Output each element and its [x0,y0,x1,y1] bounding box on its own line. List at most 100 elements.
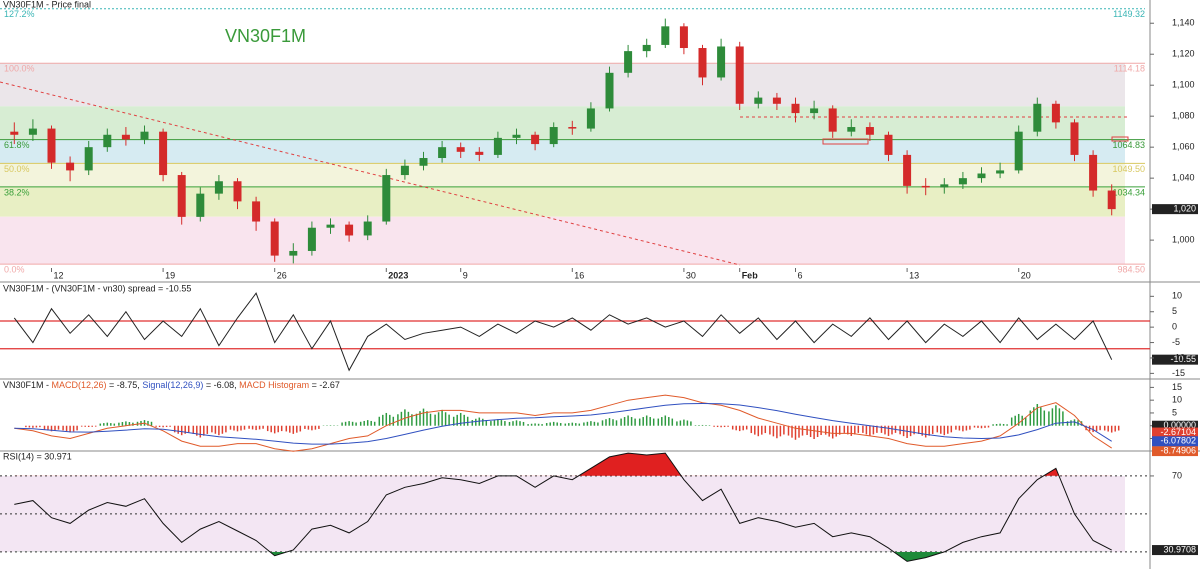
title-part: VN30F1M - [3,380,52,390]
candle-body [717,46,726,78]
histogram-last-label: -2.67104 [1160,427,1196,437]
highlight-box [822,138,869,145]
y-tick-label: 1,140 [1172,18,1195,28]
candle-body [419,158,428,166]
fib-level-label: 50.0% [4,164,30,174]
x-tick-label: 30 [686,270,696,280]
last-value-label-box [1152,354,1198,365]
candle-body [1014,131,1023,171]
candle-body [549,127,558,145]
candle-body [679,26,688,49]
candle-body [903,154,912,186]
y-tick-label: 0 [1172,322,1177,332]
candle-body [456,147,465,152]
zero-label-box [1152,420,1198,431]
candle-body [196,193,205,217]
title-part: MACD(12,26) [52,380,107,390]
last-price-label: 1,020 [1173,204,1196,214]
last-price-label-box [1152,204,1198,215]
series-line [14,452,1112,562]
last-value-label: 30.9708 [1163,544,1196,554]
background-layer [0,8,1145,266]
candle-body [1089,154,1098,191]
last-value-label-box [1152,545,1198,556]
candle-body [140,131,149,140]
y-tick-label: 1,100 [1172,80,1195,90]
x-tick-label: 6 [798,270,803,280]
highlight-box [1111,136,1129,142]
candle-body [605,72,614,109]
y-tick-label: 1,120 [1172,49,1195,59]
candle-body [512,134,521,138]
y-tick-label: 1,080 [1172,111,1195,121]
candle-body [586,108,595,129]
candle-body [1033,103,1042,132]
candle-body [177,175,186,217]
panel-title: VN30F1M - (VN30F1M - vn30) spread = -10.… [3,283,191,293]
candle-body [28,128,37,135]
y-tick-label: -15 [1172,368,1185,378]
fib-band [0,139,1125,164]
fib-value-label: 984.50 [1117,265,1145,275]
title-part: = -2.67 [309,380,340,390]
x-tick-label: 16 [574,270,584,280]
fib-band [0,186,1125,217]
y-tick-label: -5 [1172,337,1180,347]
candle-body [47,128,56,163]
overbought-fill [497,453,1060,476]
y-tick-label: 1,040 [1172,173,1195,183]
candle-body [10,131,19,135]
x-tick-label: Feb [742,270,759,280]
candle-body [791,103,800,114]
y-tick-label: 5 [1172,306,1177,316]
series-last-label-box [1152,436,1198,447]
series-line [14,394,1112,452]
candle-body [475,151,484,155]
fib-value-label: 1034.34 [1112,187,1145,197]
title-part: = -8.75, [107,380,143,390]
candle-body [754,97,763,104]
fib-level-label: 38.2% [4,187,30,197]
y-tick-label: 70 [1172,470,1182,480]
candle-body [103,134,112,148]
candle-body [642,44,651,52]
candle-body [884,134,893,155]
fib-level-label: 100.0% [4,64,35,74]
candle-body [1107,190,1116,210]
candle-body [121,134,130,140]
candle-body [1051,103,1060,123]
y-tick-label: -10 [1172,352,1185,362]
candle-body [307,227,316,251]
candle-body [233,181,242,202]
y-tick-label: 5 [1172,407,1177,417]
candle-body [810,108,819,114]
x-tick-label: 12 [54,270,64,280]
panel-title: VN30F1M - Price final [3,0,91,9]
y-tick-label: 1,000 [1172,234,1195,244]
candle-body [438,147,447,159]
y-tick-label: 15 [1172,382,1182,392]
candle-body [84,147,93,171]
candle-body [958,178,967,185]
candle-body [289,250,298,256]
candle-body [624,51,633,73]
fib-band [0,106,1125,140]
x-tick-label: 13 [909,270,919,280]
candle-body [977,173,986,179]
candle-body [996,170,1005,174]
series-last-label: -8.74906 [1160,445,1196,455]
title-part: MACD Histogram [239,380,309,390]
candle-body [270,221,279,256]
fib-value-label: 1149.32 [1113,9,1145,19]
series-last-label: -6.07802 [1160,436,1196,446]
rsi-band [0,475,1125,552]
candle-body [66,162,75,171]
fib-band [0,216,1125,265]
candle-body [735,46,744,104]
fib-value-label: 1049.50 [1112,164,1145,174]
trend-line [0,81,741,266]
candle-body [159,131,168,176]
panel-title: VN30F1M - MACD(12,26) = -8.75, Signal(12… [3,380,340,390]
